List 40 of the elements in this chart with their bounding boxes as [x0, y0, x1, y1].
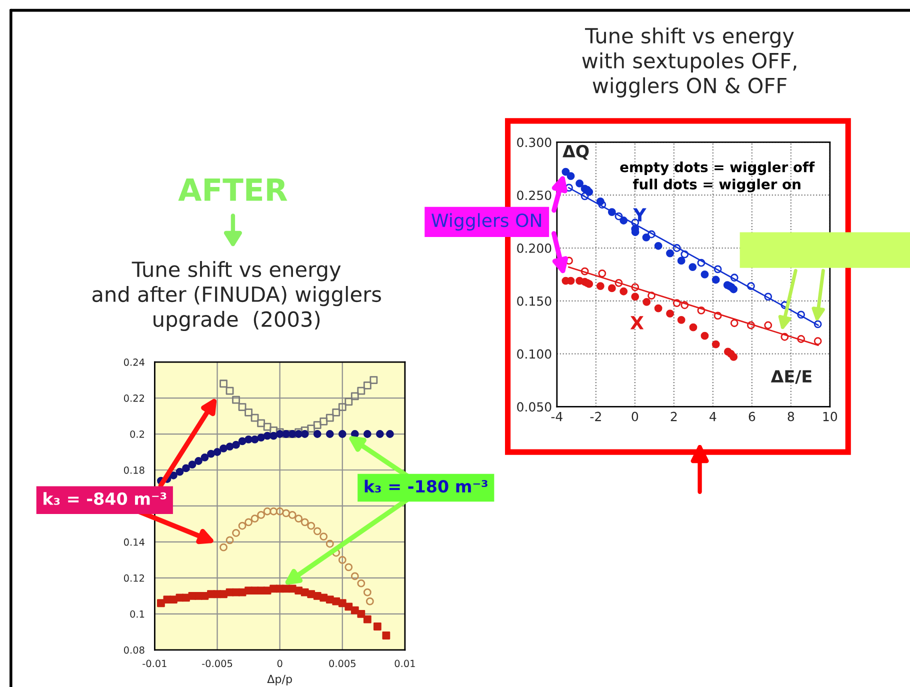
x-tick-label: -0.005: [202, 660, 232, 668]
y-tick-label: 0.300: [517, 138, 552, 148]
text: AFTER: [178, 178, 288, 201]
x-tick-label: 0: [277, 660, 282, 668]
x-tick-label: 0.005: [329, 660, 356, 668]
annotation: k₃ = -840 m⁻³: [44, 492, 166, 505]
y-tick-label: 0.150: [517, 296, 552, 306]
y-tick-label: 0.050: [517, 402, 552, 412]
x-axis-title: Δp/p: [267, 674, 292, 686]
x-tick-label: 4: [710, 412, 716, 422]
y-axis-title: ΔQ: [562, 144, 589, 160]
x-tick-label: -2: [590, 412, 601, 422]
y-tick-label: 0.100: [517, 349, 552, 359]
y-tick-label: 0.2: [130, 430, 144, 438]
y-tick-label: 0.12: [124, 574, 144, 582]
x-tick-label: 6: [748, 412, 756, 422]
x-tick-label: -0.01: [142, 660, 166, 668]
y-tick-label: 0.200: [517, 243, 552, 253]
y-tick-label: 0.250: [517, 190, 552, 200]
y-tick-label: 0.24: [124, 358, 144, 366]
x-tick-label: 2: [670, 412, 677, 422]
y-tick-label: 0.1: [130, 610, 144, 618]
x-tick-label: 8: [788, 412, 794, 422]
x-tick-label: 0.01: [394, 660, 415, 668]
annotation: X: [630, 316, 644, 330]
y-tick-label: 0.14: [124, 538, 144, 546]
x-tick-label: 10: [823, 412, 838, 422]
y-tick-label: 0.08: [124, 646, 144, 654]
annotation: empty dots = wiggler off: [620, 162, 815, 176]
chart-title: Tune shift vs energy and after (FINUDA) wigglers upgrade (2003): [92, 261, 381, 332]
annotation: Wigglers ON: [432, 213, 541, 231]
y-tick-label: 0.18: [124, 466, 144, 474]
annotation: Y: [633, 208, 646, 222]
x-axis-title: ΔE/E: [770, 370, 812, 384]
x-tick-label: 0: [632, 412, 638, 422]
annotation: k₃ = -180 m⁻³: [364, 480, 488, 493]
chart-title: Tune shift vs energy with sextupoles OFF, wigglers ON & OFF: [582, 27, 796, 98]
y-tick-label: 0.22: [124, 394, 144, 402]
annotation: full dots = wiggler on: [632, 178, 800, 192]
x-tick-label: -4: [551, 412, 562, 422]
